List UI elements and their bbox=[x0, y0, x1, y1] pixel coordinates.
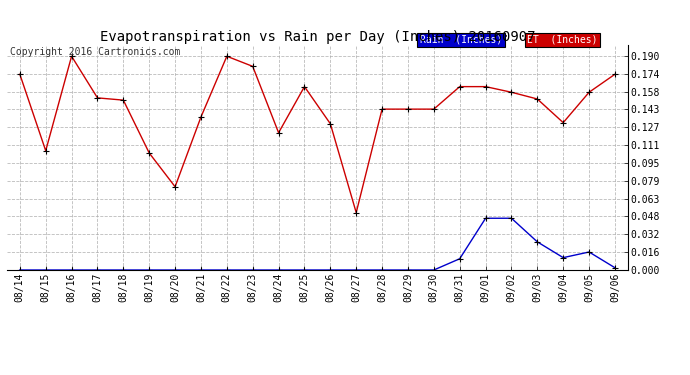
Text: ET  (Inches): ET (Inches) bbox=[527, 35, 598, 45]
Text: Rain  (Inches): Rain (Inches) bbox=[420, 35, 502, 45]
Title: Evapotranspiration vs Rain per Day (Inches) 20160907: Evapotranspiration vs Rain per Day (Inch… bbox=[99, 30, 535, 44]
Text: Copyright 2016 Cartronics.com: Copyright 2016 Cartronics.com bbox=[10, 47, 180, 57]
